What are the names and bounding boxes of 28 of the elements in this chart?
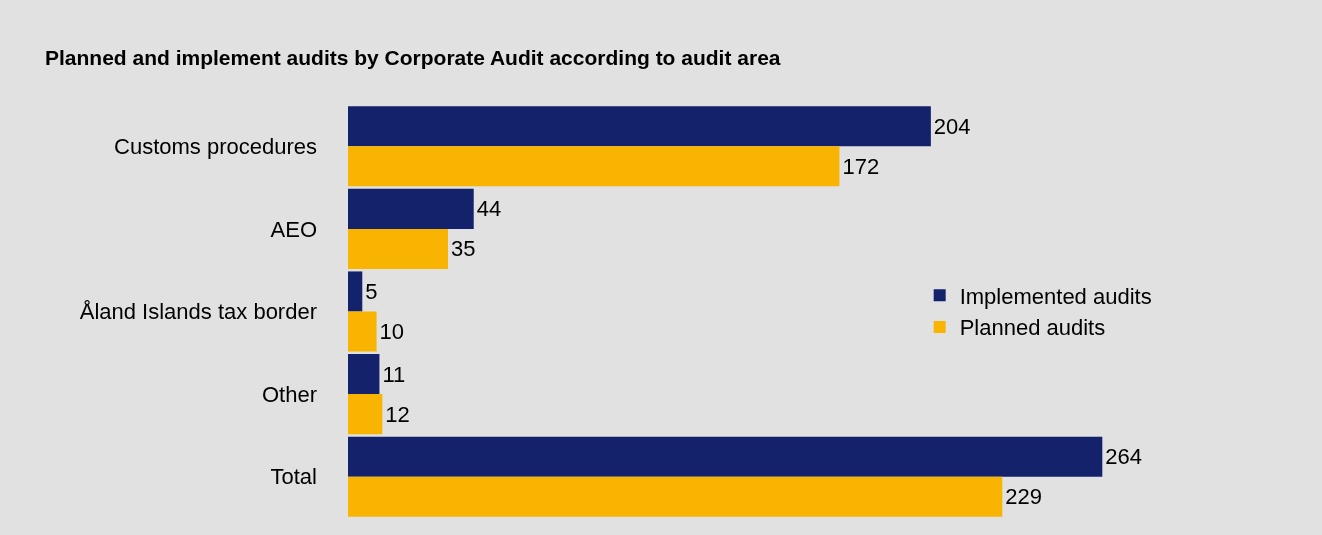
data-label: 172 xyxy=(842,153,880,179)
data-label: 204 xyxy=(933,113,971,139)
bar xyxy=(348,311,377,352)
data-label: 12 xyxy=(385,401,410,427)
data-label: 5 xyxy=(365,278,378,304)
bar xyxy=(348,106,931,147)
legend-label: Implemented audits xyxy=(959,283,1152,309)
bar xyxy=(348,476,1003,517)
y-tick-label: AEO xyxy=(270,216,317,242)
bar xyxy=(348,354,380,395)
data-label: 35 xyxy=(451,236,476,262)
bar xyxy=(348,436,1103,477)
data-label: 264 xyxy=(1105,444,1143,470)
bar xyxy=(348,228,448,269)
bar xyxy=(348,146,840,187)
y-tick-label: Other xyxy=(261,381,317,407)
bar xyxy=(348,394,383,435)
legend-label: Planned audits xyxy=(959,315,1106,341)
data-label: 44 xyxy=(476,196,502,222)
bar xyxy=(348,271,363,312)
y-tick-label: Customs procedures xyxy=(114,134,317,159)
chart-title: Planned and implement audits by Corporate Audit according to audit area xyxy=(45,46,781,70)
y-tick-label: Total xyxy=(270,464,317,490)
data-label: 10 xyxy=(379,319,405,345)
data-label: 11 xyxy=(382,361,406,387)
data-label: 229 xyxy=(1005,484,1043,510)
y-tick-label: Åland Islands tax border xyxy=(79,299,317,325)
bar xyxy=(348,188,474,229)
